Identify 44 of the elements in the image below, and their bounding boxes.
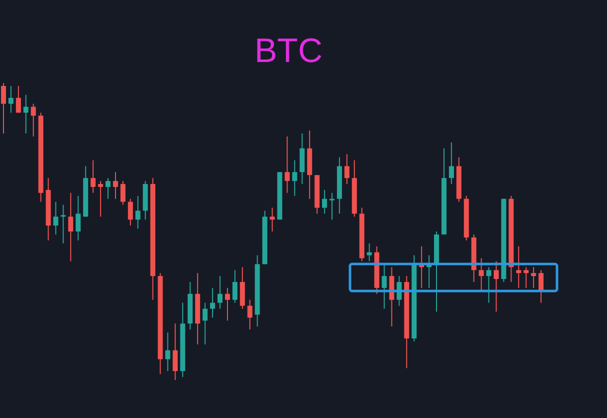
candlestick [128,198,133,226]
candlestick [389,266,394,328]
candlestick [30,103,36,137]
candlestick [202,302,208,345]
candlestick [531,266,536,288]
candlestick [165,332,170,372]
candlestick [284,136,290,194]
candlestick [53,201,58,235]
candlestick [448,142,454,184]
candlestick [344,154,350,184]
candlestick [172,323,178,380]
candlestick [218,276,223,310]
candlestick [232,270,238,304]
candlestick [538,270,544,304]
candlestick [135,195,140,230]
candlestick [366,242,372,262]
candlestick [478,258,484,292]
candlestick [210,287,216,318]
candlestick [322,189,328,214]
candlestick [98,180,104,218]
candlestick [106,178,111,200]
candlestick [300,132,305,184]
candlestick [1,83,6,134]
candlestick [382,264,387,310]
candlestick [494,260,499,312]
candlestick [16,85,21,114]
candlestick [329,192,334,220]
candlestick [90,160,96,194]
candlestick [68,192,74,262]
candlestick [524,266,529,288]
candlestick [60,204,66,244]
candlestick [270,207,275,232]
candlestick [120,180,126,206]
candlestick [76,195,81,241]
candlestick [516,246,522,288]
candlestick [112,172,118,200]
candlestick [292,160,298,196]
candlestick [23,94,28,134]
candlestick [224,287,230,322]
candlestick [486,266,492,304]
candlestick [8,85,14,114]
chart-title: BTC [254,32,324,71]
candlestick [247,299,252,330]
candlestick [240,266,245,310]
